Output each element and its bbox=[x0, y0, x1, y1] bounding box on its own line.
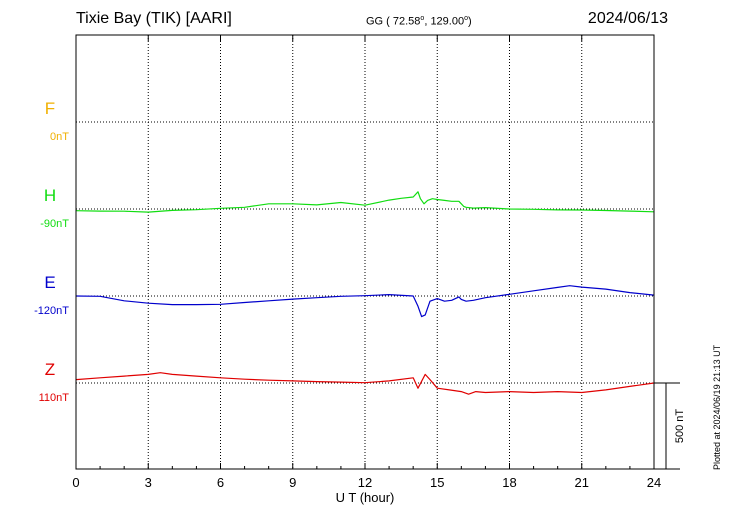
x-tick-label: 9 bbox=[289, 475, 296, 490]
channel-labels: F 0nT H -90nT E -120nT Z 110nT bbox=[34, 99, 69, 404]
coords-prefix: GG ( 72.58 bbox=[366, 15, 421, 28]
degree-mark-lat: o bbox=[420, 15, 425, 22]
x-tick-label: 24 bbox=[647, 475, 661, 490]
x-tick-label: 0 bbox=[72, 475, 79, 490]
coordinates-label: GG ( 72.58o, 129.00o) bbox=[366, 15, 472, 28]
scale-bar-label: 500 nT bbox=[674, 409, 686, 444]
plotted-timestamp: Plotted at 2024/06/19 21:13 UT bbox=[712, 344, 722, 470]
x-axis: 0 3 6 9 12 15 18 21 24 U T (hour) bbox=[72, 35, 661, 505]
date-label: 2024/06/13 bbox=[587, 10, 668, 27]
x-tick-label: 12 bbox=[358, 475, 372, 490]
x-tick-label: 18 bbox=[502, 475, 516, 490]
x-axis-label: U T (hour) bbox=[336, 490, 395, 505]
channel-name-h: H bbox=[44, 186, 56, 205]
channel-name-z: Z bbox=[45, 360, 55, 379]
coords-suffix: ) bbox=[468, 15, 472, 28]
degree-mark-lon: o bbox=[464, 15, 468, 22]
data-traces bbox=[75, 191, 655, 395]
station-title: Tixie Bay (TIK) [AARI] bbox=[76, 10, 232, 27]
channel-baseline-e: -120nT bbox=[34, 305, 69, 317]
grid bbox=[76, 35, 654, 469]
trace-h bbox=[75, 191, 655, 213]
x-tick-label: 15 bbox=[430, 475, 444, 490]
channel-baseline-f: 0nT bbox=[50, 131, 69, 143]
channel-name-f: F bbox=[45, 99, 55, 118]
trace-z bbox=[75, 372, 655, 395]
x-tick-label: 3 bbox=[145, 475, 152, 490]
coords-mid: , 129.00 bbox=[424, 15, 465, 28]
x-tick-label: 21 bbox=[575, 475, 589, 490]
x-tick-label: 6 bbox=[217, 475, 224, 490]
channel-name-e: E bbox=[44, 273, 55, 292]
scale-bar: 500 nT bbox=[654, 382, 686, 470]
channel-baseline-z: 110nT bbox=[39, 392, 70, 404]
channel-baseline-h: -90nT bbox=[40, 218, 69, 230]
trace-e bbox=[75, 285, 655, 318]
